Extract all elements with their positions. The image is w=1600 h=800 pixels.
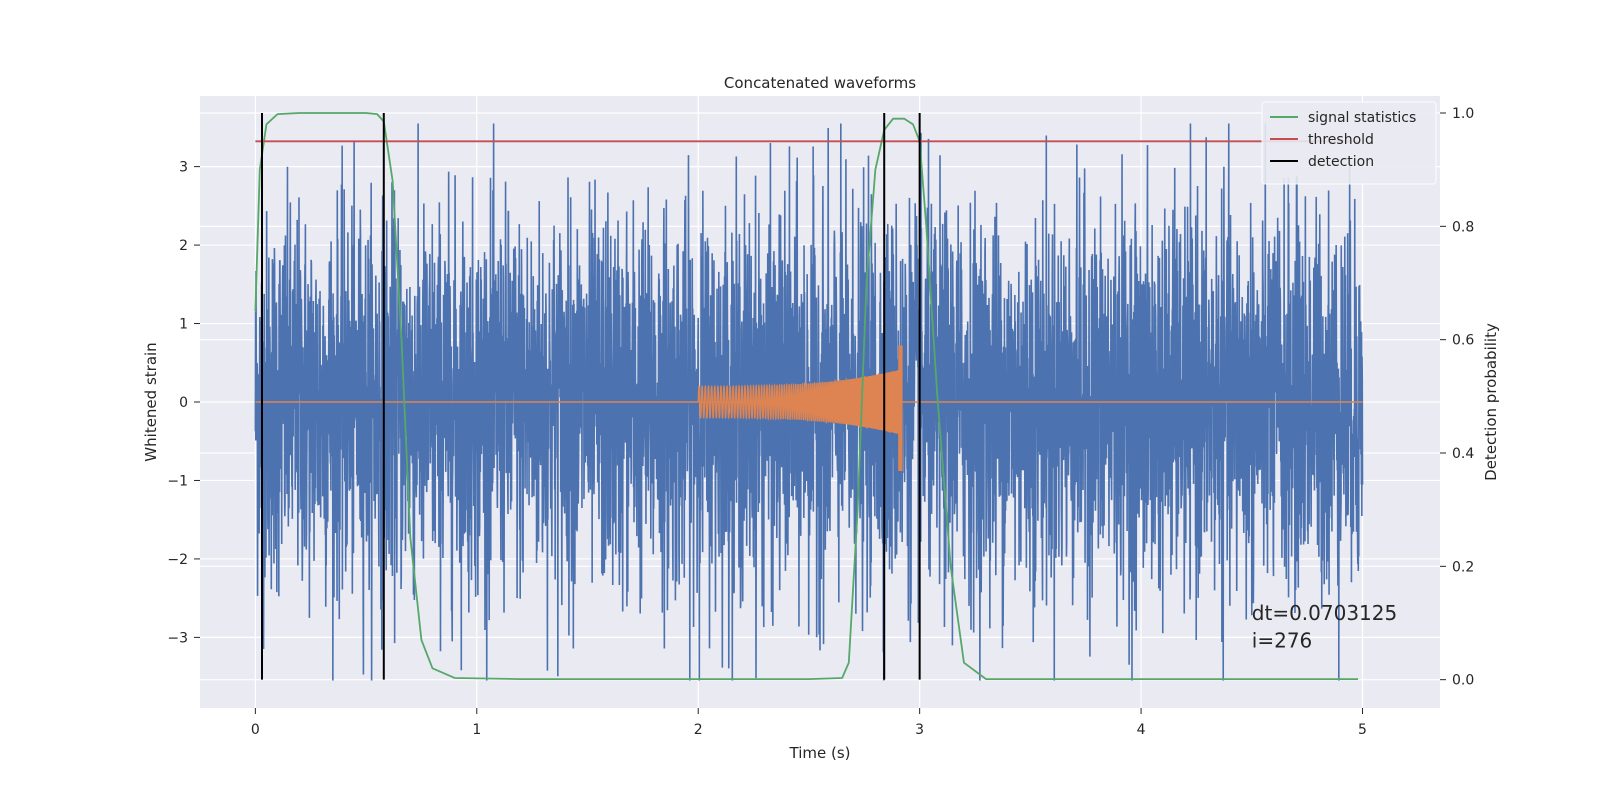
y-right-tick-label: 1.0 bbox=[1452, 106, 1474, 122]
y-right-tick-label: 0.0 bbox=[1452, 673, 1474, 689]
legend-label: threshold bbox=[1308, 132, 1374, 148]
chart-title: Concatenated waveforms bbox=[724, 74, 916, 92]
y-right-tick-label: 0.6 bbox=[1452, 333, 1474, 349]
x-tick-label: 0 bbox=[251, 722, 260, 738]
annotations: dt=0.0703125 i=276 bbox=[1252, 601, 1397, 652]
y-tick-label: −1 bbox=[167, 473, 188, 489]
annotation-text: i=276 bbox=[1252, 629, 1313, 653]
y-right-tick-label: 0.4 bbox=[1452, 446, 1474, 462]
y-axis-label: Whitened strain bbox=[142, 342, 160, 461]
y-tick-label: −2 bbox=[167, 552, 188, 568]
chirp-series bbox=[255, 345, 1363, 472]
x-tick-label: 2 bbox=[694, 722, 703, 738]
y-tick-label: −3 bbox=[167, 630, 188, 646]
x-tick-label: 5 bbox=[1358, 722, 1367, 738]
legend: signal statistics threshold detection bbox=[1261, 101, 1437, 185]
legend-label: signal statistics bbox=[1308, 110, 1416, 126]
chirp-line bbox=[697, 345, 903, 472]
signal-statistics-line bbox=[254, 112, 1359, 680]
y-tick-label: 3 bbox=[179, 160, 188, 176]
y-tick-label: 0 bbox=[179, 395, 188, 411]
tick-labels: −3 −2 −1 0 1 2 3 0.0 0.2 0.4 0.6 0.8 1.0 0 1 2 3 4 5 bbox=[167, 106, 1474, 738]
y-tick-label: 2 bbox=[179, 238, 188, 254]
x-tick-label: 3 bbox=[915, 722, 924, 738]
x-tick-label: 4 bbox=[1137, 722, 1146, 738]
annotation-text: dt=0.0703125 bbox=[1252, 601, 1397, 625]
y-axis-right-label: Detection probability bbox=[1482, 323, 1500, 481]
x-axis-label: Time (s) bbox=[789, 744, 851, 762]
y-tick-label: 1 bbox=[179, 317, 188, 333]
legend-label: detection bbox=[1308, 154, 1374, 170]
right-axis-series bbox=[254, 112, 1359, 680]
y-right-tick-label: 0.2 bbox=[1452, 559, 1474, 575]
x-tick-label: 1 bbox=[472, 722, 481, 738]
legend-box bbox=[1261, 101, 1437, 185]
y-right-tick-label: 0.8 bbox=[1452, 219, 1474, 235]
